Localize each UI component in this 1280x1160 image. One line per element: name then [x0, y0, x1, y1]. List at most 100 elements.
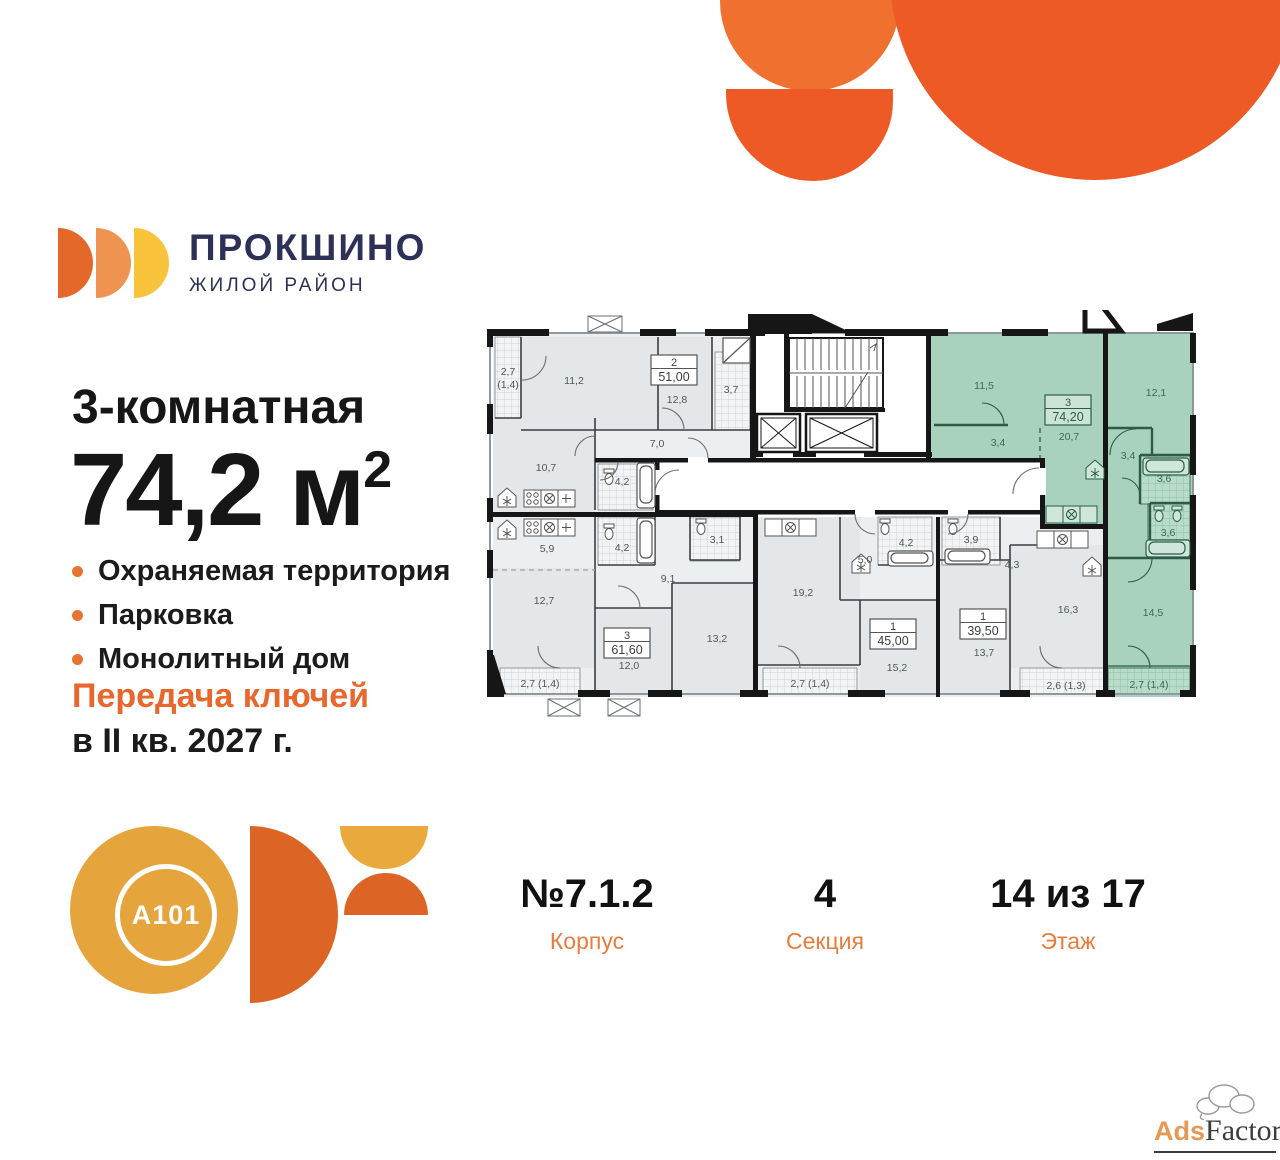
detail-section: 4 Секция: [715, 872, 935, 955]
room-area-label: 2,7: [501, 366, 516, 378]
decor-big-circle: [890, 0, 1280, 180]
room-area-label: 3,4: [991, 437, 1006, 449]
handover-line1: Передача ключей: [72, 677, 370, 715]
room-area-label: 2,7 (1,4): [520, 678, 559, 690]
room-area-label: 3,6: [1161, 527, 1176, 539]
floor-label: Этаж: [1040, 928, 1096, 954]
floor-plan: 2,7(1,4) 11,2 12,8 3,7 7,0 10,7 4,2 5,9 4,2 3,1 9,…: [487, 310, 1197, 722]
room-area-label: 3,1: [710, 534, 725, 546]
apartment-tag: 139,50: [959, 608, 1007, 640]
apartment-area: 51,00: [658, 370, 689, 384]
area-superscript: 2: [363, 441, 393, 499]
developer-logo: A101: [70, 826, 450, 1006]
apartment-rooms-count: 2: [671, 357, 677, 369]
decor-semicircle-dark: [726, 89, 893, 181]
watermark-factory: Factory: [1205, 1114, 1280, 1147]
room-area-label: 2,7 (1,4): [1129, 679, 1168, 691]
feature-label: Парковка: [98, 598, 234, 631]
room-area-label: 13,2: [707, 633, 728, 645]
apartment-rooms-count: 3: [624, 630, 630, 642]
elevator-icon: [755, 412, 879, 454]
brand-title: ПРОКШИНО: [189, 227, 427, 268]
section-number: 4: [813, 872, 837, 916]
room-area-label: 12,8: [667, 394, 688, 406]
logo-halfcircle-icon: [96, 228, 131, 298]
room-area-label: 7,0: [650, 438, 665, 450]
room-labels: 2,7(1,4) 11,2 12,8 3,7 7,0 10,7 4,2 5,9 4,2 3,1 9,…: [497, 366, 1175, 692]
decor-semicircle-light: [720, 0, 900, 91]
rooms-title: 3-комнатная: [72, 381, 366, 434]
a101-halfcircle-icon: [250, 826, 338, 1003]
logo-halfcircle-icon: [58, 228, 93, 298]
apartment-tag: 374,20: [1044, 394, 1092, 426]
features-list: Охраняемая территория Парковка Монолитны…: [72, 549, 450, 681]
brand-logo: ПРОКШИНО ЖИЛОЙ РАЙОН: [58, 228, 426, 298]
a101-text: A101: [131, 899, 201, 930]
room-area-label: 16,3: [1058, 604, 1079, 616]
apartment-rooms-count: 3: [1065, 397, 1071, 409]
room-area-label: 12,0: [619, 660, 640, 672]
feature-item: Парковка: [72, 593, 450, 637]
apartment-area: 39,50: [967, 624, 998, 638]
room-area-label: 19,2: [793, 587, 814, 599]
feature-label: Охраняемая территория: [98, 554, 451, 587]
apartment-rooms-count: 1: [890, 621, 896, 633]
stairs-icon: [788, 337, 884, 409]
floor-number: 14 из 17: [990, 872, 1146, 916]
room-area-label: 13,7: [974, 647, 995, 659]
bullet-dot-icon: [72, 609, 83, 621]
room-area-label: (1,4): [497, 379, 519, 391]
building-number: №7.1.2: [520, 872, 654, 916]
room-area-label: 5,0: [858, 554, 873, 566]
room-area-label: 10,7: [536, 462, 557, 474]
detail-building: №7.1.2 Корпус: [477, 872, 697, 955]
room-area-label: 2,7 (1,4): [790, 678, 829, 690]
feature-label: Монолитный дом: [98, 642, 351, 675]
watermark-text: AdsFactory: [1154, 1114, 1280, 1153]
section-label: Секция: [786, 928, 864, 954]
room-area-label: 12,1: [1146, 387, 1167, 399]
apartment-area: 74,20: [1052, 410, 1083, 424]
detail-floor: 14 из 17 Этаж: [958, 872, 1178, 955]
room-area-label: 14,5: [1143, 607, 1164, 619]
room-area-label: 4,3: [1005, 559, 1020, 571]
apartment-rooms-count: 1: [980, 611, 986, 623]
bullet-dot-icon: [72, 653, 83, 665]
a101-ring-icon: A101: [115, 864, 217, 966]
a101-circle-icon: A101: [70, 826, 238, 994]
room-area-label: 2,6 (1,3): [1046, 680, 1085, 692]
a101-semicircle-orange-icon: [344, 873, 428, 915]
room-area-label: 12,7: [534, 595, 555, 607]
room-area-label: 9,1: [661, 573, 676, 585]
building-label: Корпус: [549, 928, 625, 954]
apartment-tag: 361,60: [603, 627, 651, 659]
room-area-label: 11,5: [974, 380, 994, 392]
apartment-area: 61,60: [611, 643, 642, 657]
handover-line2: в II кв. 2027 г.: [72, 722, 293, 760]
room-area-label: 4,2: [899, 537, 914, 549]
room-area-label: 15,2: [887, 662, 908, 674]
apartment-tag: 251,00: [650, 354, 698, 386]
brand-subtitle: ЖИЛОЙ РАЙОН: [189, 275, 366, 296]
room-area-label: 3,7: [724, 384, 739, 396]
bullet-dot-icon: [72, 565, 83, 577]
watermark: AdsFactory: [1148, 1080, 1280, 1160]
room-area-label: 4,2: [615, 542, 630, 554]
watermark-ads: Ads: [1154, 1116, 1206, 1146]
smoke-cloud-icon: [1196, 1084, 1255, 1120]
room-area-label: 4,2: [615, 476, 630, 488]
brand-logo-shapes-icon: [58, 228, 169, 298]
area-value: 74,2 м2: [70, 432, 393, 547]
room-area-label: 3,6: [1157, 473, 1172, 485]
room-area-label: 3,4: [1121, 450, 1136, 462]
room-area-label: 11,2: [564, 375, 584, 387]
apartment-tag: 145,00: [869, 618, 917, 650]
feature-item: Монолитный дом: [72, 637, 450, 681]
room-area-label: 20,7: [1059, 431, 1080, 443]
a101-semicircle-yellow-icon: [340, 826, 428, 869]
room-area-label: 5,9: [540, 543, 555, 555]
logo-halfcircle-icon: [134, 228, 169, 298]
feature-item: Охраняемая территория: [72, 549, 450, 593]
